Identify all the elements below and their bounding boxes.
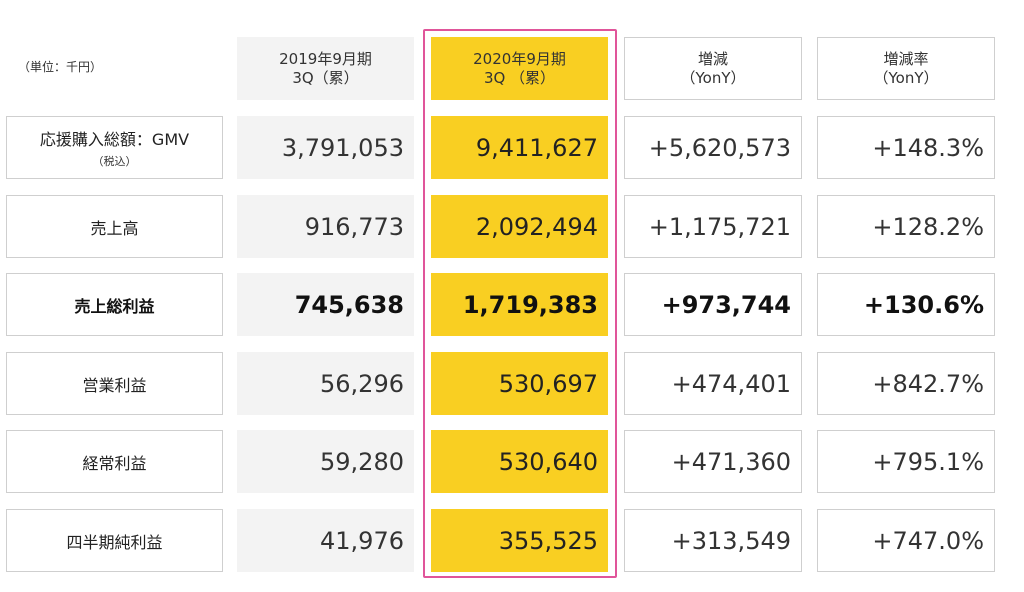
current-period-value: 9,411,627 [431, 116, 608, 179]
row-label: 営業利益 [6, 352, 223, 415]
current-period-value: 1,719,383 [431, 273, 608, 336]
change-rate-value: +148.3% [817, 116, 995, 179]
change-value: +313,549 [624, 509, 802, 572]
header-change-rate-line2: （YonY） [873, 68, 939, 87]
current-period-value: 355,525 [431, 509, 608, 572]
change-value: +5,620,573 [624, 116, 802, 179]
prior-period-value: 916,773 [237, 195, 414, 258]
header-change-line1: 増減 [697, 49, 728, 68]
unit-label: （単位：千円） [18, 59, 103, 74]
row-sublabel: （税込） [92, 155, 137, 168]
change-rate-value: +795.1% [817, 430, 995, 493]
change-value: +1,175,721 [624, 195, 802, 258]
row-label: 四半期純利益 [6, 509, 223, 572]
header-current-period-line1: 2020年9月期 [473, 49, 566, 68]
change-rate-value: +747.0% [817, 509, 995, 572]
current-period-value: 2,092,494 [431, 195, 608, 258]
header-change-line2: （YonY） [680, 68, 746, 87]
header-prior-period-line1: 2019年9月期 [279, 49, 372, 68]
change-value: +471,360 [624, 430, 802, 493]
header-current-period: 2020年9月期 3Q （累） [431, 37, 608, 100]
row-label-text: 売上総利益 [74, 296, 155, 316]
prior-period-value: 41,976 [237, 509, 414, 572]
row-label: 応援購入総額：GMV （税込） [6, 116, 223, 179]
row-label-text: 営業利益 [82, 375, 147, 395]
current-period-value: 530,697 [431, 352, 608, 415]
row-label-text: 売上高 [90, 218, 139, 238]
header-change: 増減 （YonY） [624, 37, 802, 100]
row-label: 経常利益 [6, 430, 223, 493]
change-rate-value: +130.6% [817, 273, 995, 336]
prior-period-value: 745,638 [237, 273, 414, 336]
header-prior-period-line2: 3Q（累） [292, 68, 359, 87]
row-label-text: 応援購入総額：GMV [39, 130, 190, 149]
row-label-text: 四半期純利益 [66, 532, 163, 552]
change-value: +973,744 [624, 273, 802, 336]
row-label: 売上高 [6, 195, 223, 258]
header-current-period-line2: 3Q （累） [483, 68, 556, 87]
header-change-rate-line1: 増減率 [883, 49, 929, 68]
header-prior-period: 2019年9月期 3Q（累） [237, 37, 414, 100]
change-rate-value: +842.7% [817, 352, 995, 415]
prior-period-value: 56,296 [237, 352, 414, 415]
row-label: 売上総利益 [6, 273, 223, 336]
prior-period-value: 59,280 [237, 430, 414, 493]
change-rate-value: +128.2% [817, 195, 995, 258]
prior-period-value: 3,791,053 [237, 116, 414, 179]
change-value: +474,401 [624, 352, 802, 415]
header-change-rate: 増減率 （YonY） [817, 37, 995, 100]
current-period-value: 530,640 [431, 430, 608, 493]
row-label-text: 経常利益 [82, 453, 147, 473]
